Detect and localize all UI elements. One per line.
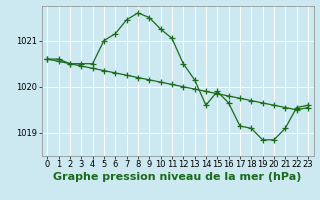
X-axis label: Graphe pression niveau de la mer (hPa): Graphe pression niveau de la mer (hPa) bbox=[53, 172, 302, 182]
